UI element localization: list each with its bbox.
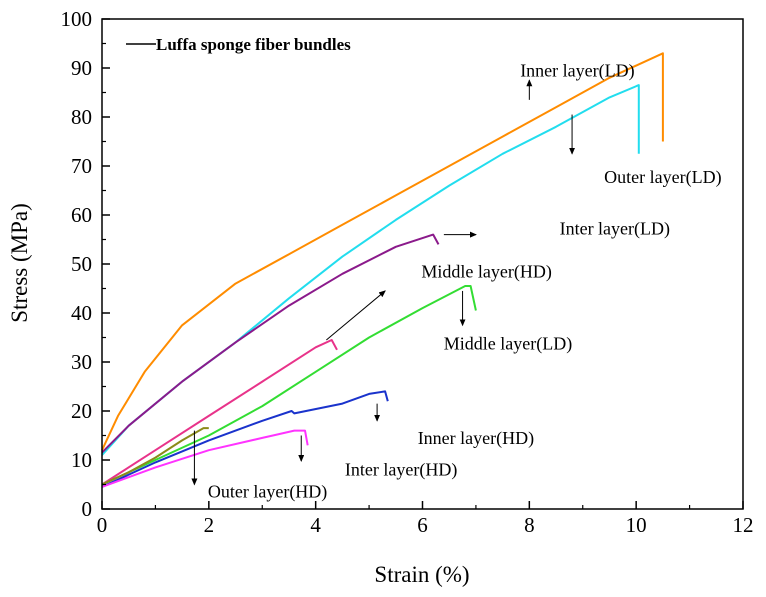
legend-text: Luffa sponge fiber bundles <box>156 35 351 54</box>
annotation-label-8: Outer layer(HD) <box>208 482 327 503</box>
x-tick-label-5: 10 <box>626 513 647 537</box>
series-line-4 <box>101 285 477 486</box>
legend: Luffa sponge fiber bundles <box>126 35 351 54</box>
annotation-label-3: Inter layer(LD) <box>560 219 670 240</box>
x-tick-label-1: 2 <box>204 513 215 537</box>
axis-layer: 0 2 4 6 8 10 12 0 10 20 30 40 50 60 70 80 90 100 <box>61 7 754 537</box>
series-line-6 <box>101 429 309 488</box>
y-tick-label-5: 50 <box>71 252 92 276</box>
annotation-label-7: Inter layer(HD) <box>345 460 457 481</box>
annotation-arrow-4 <box>326 290 386 341</box>
annotation-label-2: Outer layer(LD) <box>604 167 721 188</box>
x-tick-label-3: 6 <box>417 513 428 537</box>
x-tick-label-4: 8 <box>524 513 535 537</box>
x-axis-title: Strain (%) <box>374 562 469 587</box>
y-tick-label-4: 40 <box>71 301 92 325</box>
annotation-label-6: Inner layer(HD) <box>418 428 534 449</box>
y-tick-label-3: 30 <box>71 350 92 374</box>
y-tick-label-2: 20 <box>71 399 92 423</box>
series-layer <box>101 52 664 488</box>
y-axis-title: Stress (MPa) <box>7 203 32 322</box>
y-tick-label-6: 60 <box>71 203 92 227</box>
series-line-0 <box>101 52 664 451</box>
y-tick-label-9: 90 <box>71 56 92 80</box>
series-line-5 <box>101 390 389 488</box>
series-line-2 <box>101 233 440 454</box>
x-tick-label-2: 4 <box>310 513 321 537</box>
series-line-7 <box>101 427 209 486</box>
annotation-label-5: Middle layer(LD) <box>444 333 572 354</box>
annotation-label-4: Middle layer(HD) <box>421 262 551 283</box>
y-tick-label-0: 0 <box>82 497 93 521</box>
annotation-layer: Inner layer(LD) Outer layer(LD) Inter laye… <box>191 60 722 503</box>
y-tick-label-7: 70 <box>71 154 92 178</box>
x-tick-label-6: 12 <box>733 513 754 537</box>
annotation-label-1: Inner layer(LD) <box>520 60 634 81</box>
series-line-1 <box>101 84 640 456</box>
y-tick-label-10: 100 <box>61 7 93 31</box>
y-tick-label-8: 80 <box>71 105 92 129</box>
series-line-3 <box>101 339 338 486</box>
y-tick-label-1: 10 <box>71 448 92 472</box>
x-tick-label-0: 0 <box>97 513 108 537</box>
